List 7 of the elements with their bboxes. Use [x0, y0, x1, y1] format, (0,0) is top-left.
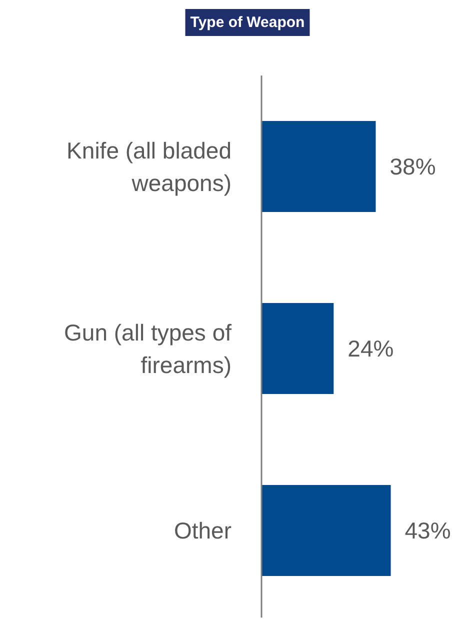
data-label: 38% [390, 154, 436, 180]
y-tick-label: Gun (all types of firearms) [64, 319, 232, 378]
chart-title: Type of Weapon [190, 14, 305, 31]
data-label: 24% [348, 336, 394, 362]
y-tick-label: Knife (all bladed weapons) [66, 137, 232, 196]
y-tick-label: Other [174, 518, 232, 544]
data-label: 43% [404, 518, 451, 544]
